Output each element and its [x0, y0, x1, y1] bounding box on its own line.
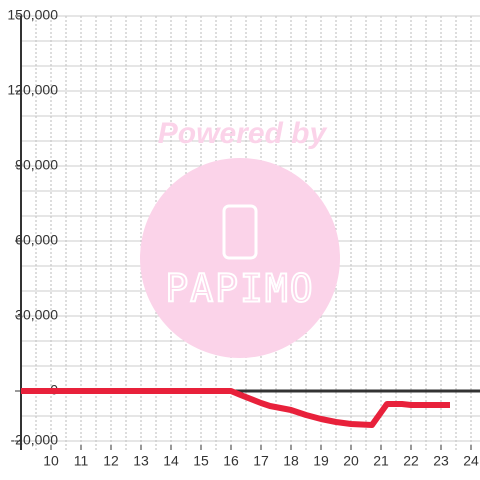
watermark-phone [222, 204, 258, 260]
y-tick-label: 90,000 [15, 157, 58, 173]
x-tick-label: 13 [133, 453, 149, 469]
x-tick-label: 23 [433, 453, 449, 469]
x-tick-label: 22 [403, 453, 419, 469]
x-tick-label: 16 [223, 453, 239, 469]
x-tick-label: 14 [163, 453, 179, 469]
y-tick-label: 30,000 [15, 307, 58, 323]
x-tick-label: 10 [43, 453, 59, 469]
watermark-logo: PAPIMO [165, 267, 314, 311]
y-tick-label: -20,000 [11, 432, 59, 448]
x-tick-label: 24 [463, 453, 479, 469]
line [21, 388, 450, 428]
x-tick-label: 11 [74, 453, 89, 469]
x-tick-label: 18 [283, 453, 299, 469]
x-tick-label: 15 [193, 453, 209, 469]
x-tick-label: 20 [343, 453, 359, 469]
x-tick-label: 21 [373, 453, 389, 469]
x-tick-label: 19 [313, 453, 329, 469]
y-tick-label: 150,000 [7, 7, 58, 23]
x-tick-label: 12 [103, 453, 119, 469]
y-tick-label: 60,000 [15, 232, 58, 248]
y-tick-label: 120,000 [7, 82, 58, 98]
x-tick-label: 17 [253, 453, 269, 469]
watermark-text: Powered by [158, 117, 328, 150]
watermark: Powered by PAPIMO [140, 117, 340, 358]
